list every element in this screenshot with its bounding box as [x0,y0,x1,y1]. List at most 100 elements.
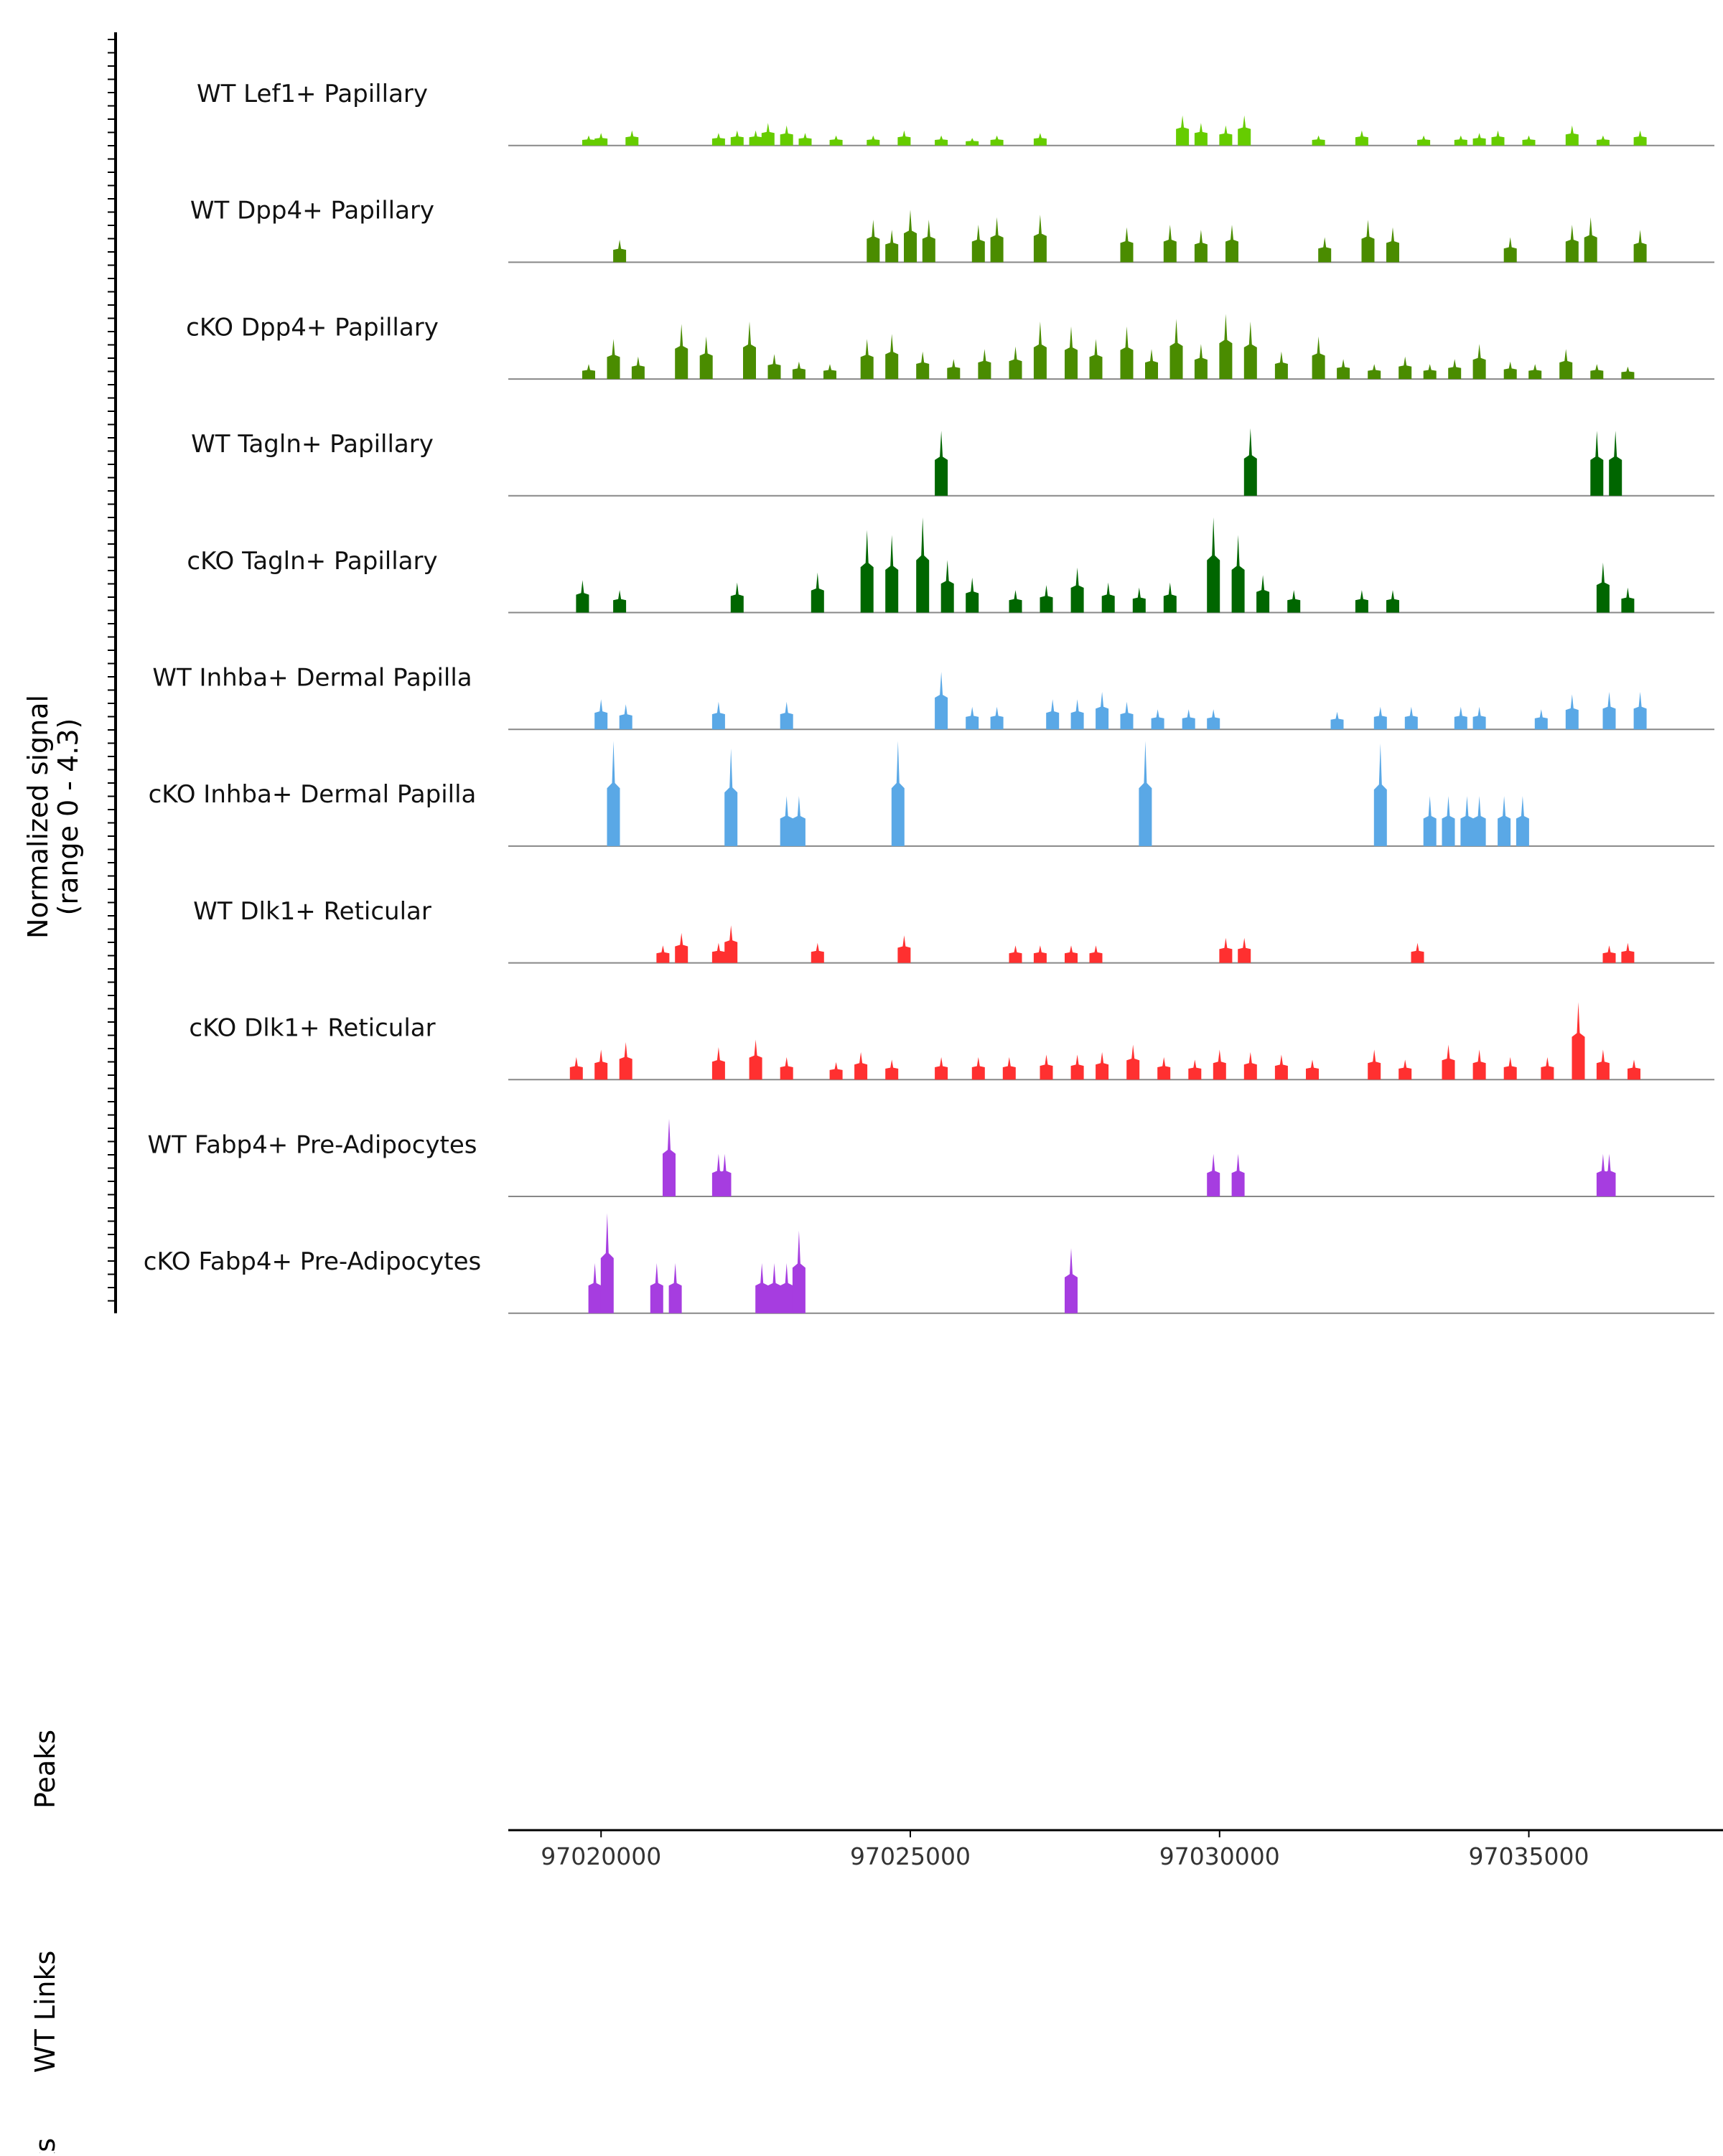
signal-peak [724,925,738,963]
signal-peak [1373,743,1387,846]
signal-peak [668,1262,682,1313]
signal-peak [904,210,917,263]
track-0: WT Lef1+ Papillary [197,80,1714,146]
signal-peak [1417,135,1431,146]
signal-peak [619,1042,632,1080]
signal-peak [867,220,880,263]
signal-peak [1572,1002,1585,1080]
signal-peak [1621,587,1635,613]
peaks-x-ticks: 97020000 97025000 97030000 97035000 [541,1830,1589,1870]
signal-peak [699,336,713,380]
signal-peak [594,1049,608,1080]
signal-peak [1472,796,1486,846]
track-label: WT Dpp4+ Papillary [190,197,434,225]
signal-peak [1070,567,1084,613]
x-tick-label: 97020000 [541,1842,661,1870]
signal-peak [966,706,979,730]
signal-peak [619,704,632,730]
signal-peak [780,701,793,730]
signal-peak [1033,133,1047,146]
signal-peak [1503,237,1517,263]
signal-peak [1194,344,1208,380]
signal-peak [1070,1054,1084,1080]
signal-peak [1621,366,1635,380]
signal-peak [1312,135,1325,146]
signal-peak [1243,428,1257,496]
signal-peak [1182,709,1195,730]
signal-peak [823,364,836,380]
signal-peak [1330,711,1344,730]
signal-peak [613,590,627,613]
signal-peak [922,220,935,263]
signal-peak [780,125,793,146]
signal-peak [811,572,824,613]
signal-peak [854,1051,868,1080]
signal-peak [1448,359,1462,380]
signal-peak [935,672,948,730]
signal-peak [1423,364,1437,380]
signal-peak [829,1061,843,1080]
signal-peak [1565,225,1579,263]
signal-peak [1454,135,1467,146]
signal-peak [792,1230,806,1313]
signal-peak [582,364,595,380]
track-1: WT Dpp4+ Papillary [190,197,1714,263]
signal-peak [966,577,979,613]
signal-peak [1541,1056,1554,1080]
signal-peak [1033,215,1047,263]
signal-peak [1065,326,1078,380]
signal-peak [631,356,645,380]
signal-peak [1009,945,1022,963]
signal-peak [1238,937,1251,963]
track-label: WT Lef1+ Papillary [197,80,428,108]
signal-peak [767,354,781,380]
signal-peak [1207,709,1220,730]
signal-peak [1503,1056,1517,1080]
signal-peak [1602,1153,1616,1196]
signal-peak [1101,582,1115,613]
signal-peak [625,130,639,146]
signal-peak [730,582,744,613]
signal-peak [1219,125,1233,146]
signal-peak [860,339,874,380]
signal-peak [607,339,620,380]
signal-peak [1306,1059,1319,1080]
signal-peak [1096,1051,1109,1080]
signal-peak [1522,135,1536,146]
track-9: WT Fabp4+ Pre-Adipocytes [148,1118,1714,1197]
signal-peak [1089,945,1103,963]
signal-peak [1219,314,1233,380]
signal-peak [935,431,948,496]
signal-peak [1590,364,1604,380]
signal-peak [767,1262,781,1313]
signal-peak [730,130,744,146]
signal-peak [576,580,589,613]
signal-peak [1089,339,1103,380]
signal-peak [1120,701,1134,730]
signal-peak [1219,937,1233,963]
signal-peak [1194,230,1208,263]
signal-peak [663,1118,676,1196]
track-10: cKO Fabp4+ Pre-Adipocytes [144,1213,1714,1314]
signal-peak [1602,691,1616,730]
x-tick-label: 97030000 [1159,1842,1280,1870]
signal-peak [594,699,608,730]
signal-peak [749,130,762,146]
track-7: WT Dlk1+ Reticular [193,897,1714,964]
signal-peak [1002,1056,1016,1080]
signal-peak [1033,945,1047,963]
signal-peak [711,133,725,146]
signal-peak [1609,431,1622,496]
signal-peak [569,1056,583,1080]
track-3: WT Tagln+ Papillary [191,428,1714,497]
signal-peak [1534,709,1548,730]
signal-peak [947,359,961,380]
signal-peak [1225,225,1238,263]
track-label: WT Inhba+ Dermal Papilla [152,664,472,693]
signal-peak [1120,227,1134,263]
signal-peak [1151,709,1164,730]
track-label: WT Tagln+ Papillary [191,430,434,459]
signal-peak [1355,130,1368,146]
signal-peak [978,349,991,380]
signal-peak [1207,1153,1220,1196]
